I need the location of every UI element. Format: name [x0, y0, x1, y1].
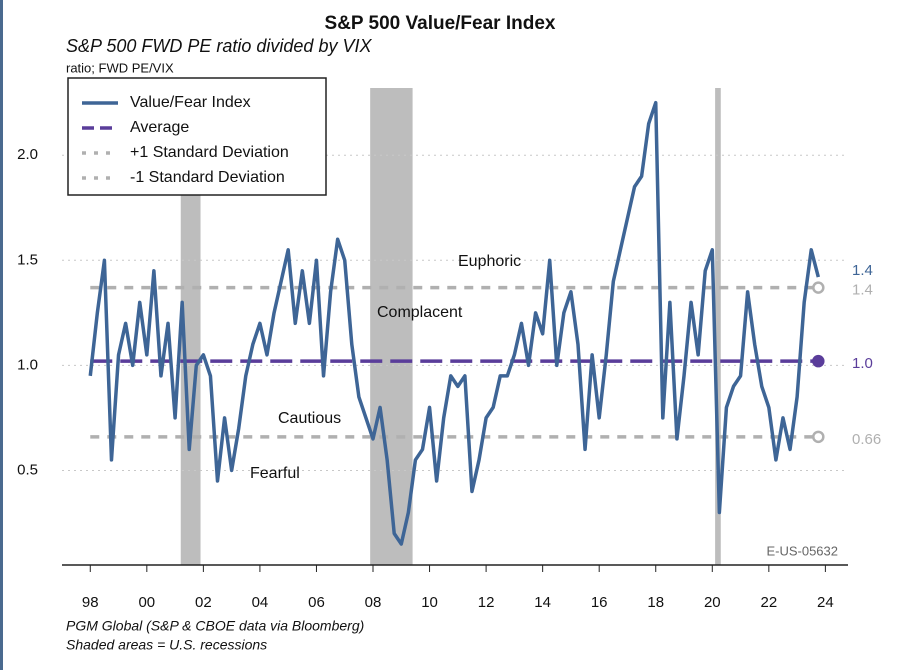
chart-title: S&P 500 Value/Fear Index [325, 13, 556, 34]
legend-label: -1 Standard Deviation [130, 169, 285, 186]
legend-box [67, 77, 327, 196]
legend-label: Average [130, 119, 189, 136]
recession-band [180, 88, 201, 565]
x-tick-label: 10 [421, 594, 438, 611]
series-line [88, 100, 821, 546]
recession-band [370, 88, 413, 565]
y-tick-label: 2.0 [17, 146, 38, 163]
x-tick-label: 12 [478, 594, 495, 611]
x-tick-label: 98 [82, 594, 99, 611]
annotation: Euphoric [458, 253, 521, 270]
legend-label: +1 Standard Deviation [130, 144, 289, 161]
annotation: Fearful [250, 465, 300, 482]
y-axis-label: ratio; FWD PE/VIX [66, 60, 174, 75]
end-marker [812, 281, 825, 294]
x-tick-label: 06 [308, 594, 325, 611]
x-tick-label: 24 [817, 594, 834, 611]
reference-label: 0.66 [852, 431, 881, 448]
annotation: Complacent [377, 304, 463, 321]
x-tick-label: 20 [704, 594, 721, 611]
chart-code: E-US-05632 [766, 543, 838, 558]
recession-band [715, 88, 721, 565]
annotation: Cautious [278, 410, 341, 427]
reference-label: 1.4 [852, 282, 873, 299]
x-tick-label: 08 [365, 594, 382, 611]
y-tick-label: 1.0 [17, 356, 38, 373]
recession-note: Shaded areas = U.S. recessions [66, 637, 267, 653]
reference-label: 1.0 [852, 355, 873, 372]
series-end-label: 1.4 [852, 262, 873, 279]
end-marker [812, 430, 825, 444]
end-marker [812, 354, 825, 368]
x-tick-label: 14 [534, 594, 551, 611]
source-note: PGM Global (S&P & CBOE data via Bloomber… [66, 618, 364, 634]
x-tick-label: 18 [647, 594, 664, 611]
x-tick-label: 00 [138, 594, 155, 611]
x-tick-label: 22 [760, 594, 777, 611]
y-tick-label: 0.5 [17, 461, 38, 478]
frame-edge [0, 0, 3, 670]
x-tick-label: 04 [252, 594, 269, 611]
x-tick-label: 16 [591, 594, 608, 611]
legend-label: Value/Fear Index [130, 94, 251, 111]
y-tick-label: 1.5 [17, 251, 38, 268]
chart-subtitle: S&P 500 FWD PE ratio divided by VIX [66, 36, 372, 56]
x-tick-label: 02 [195, 594, 212, 611]
